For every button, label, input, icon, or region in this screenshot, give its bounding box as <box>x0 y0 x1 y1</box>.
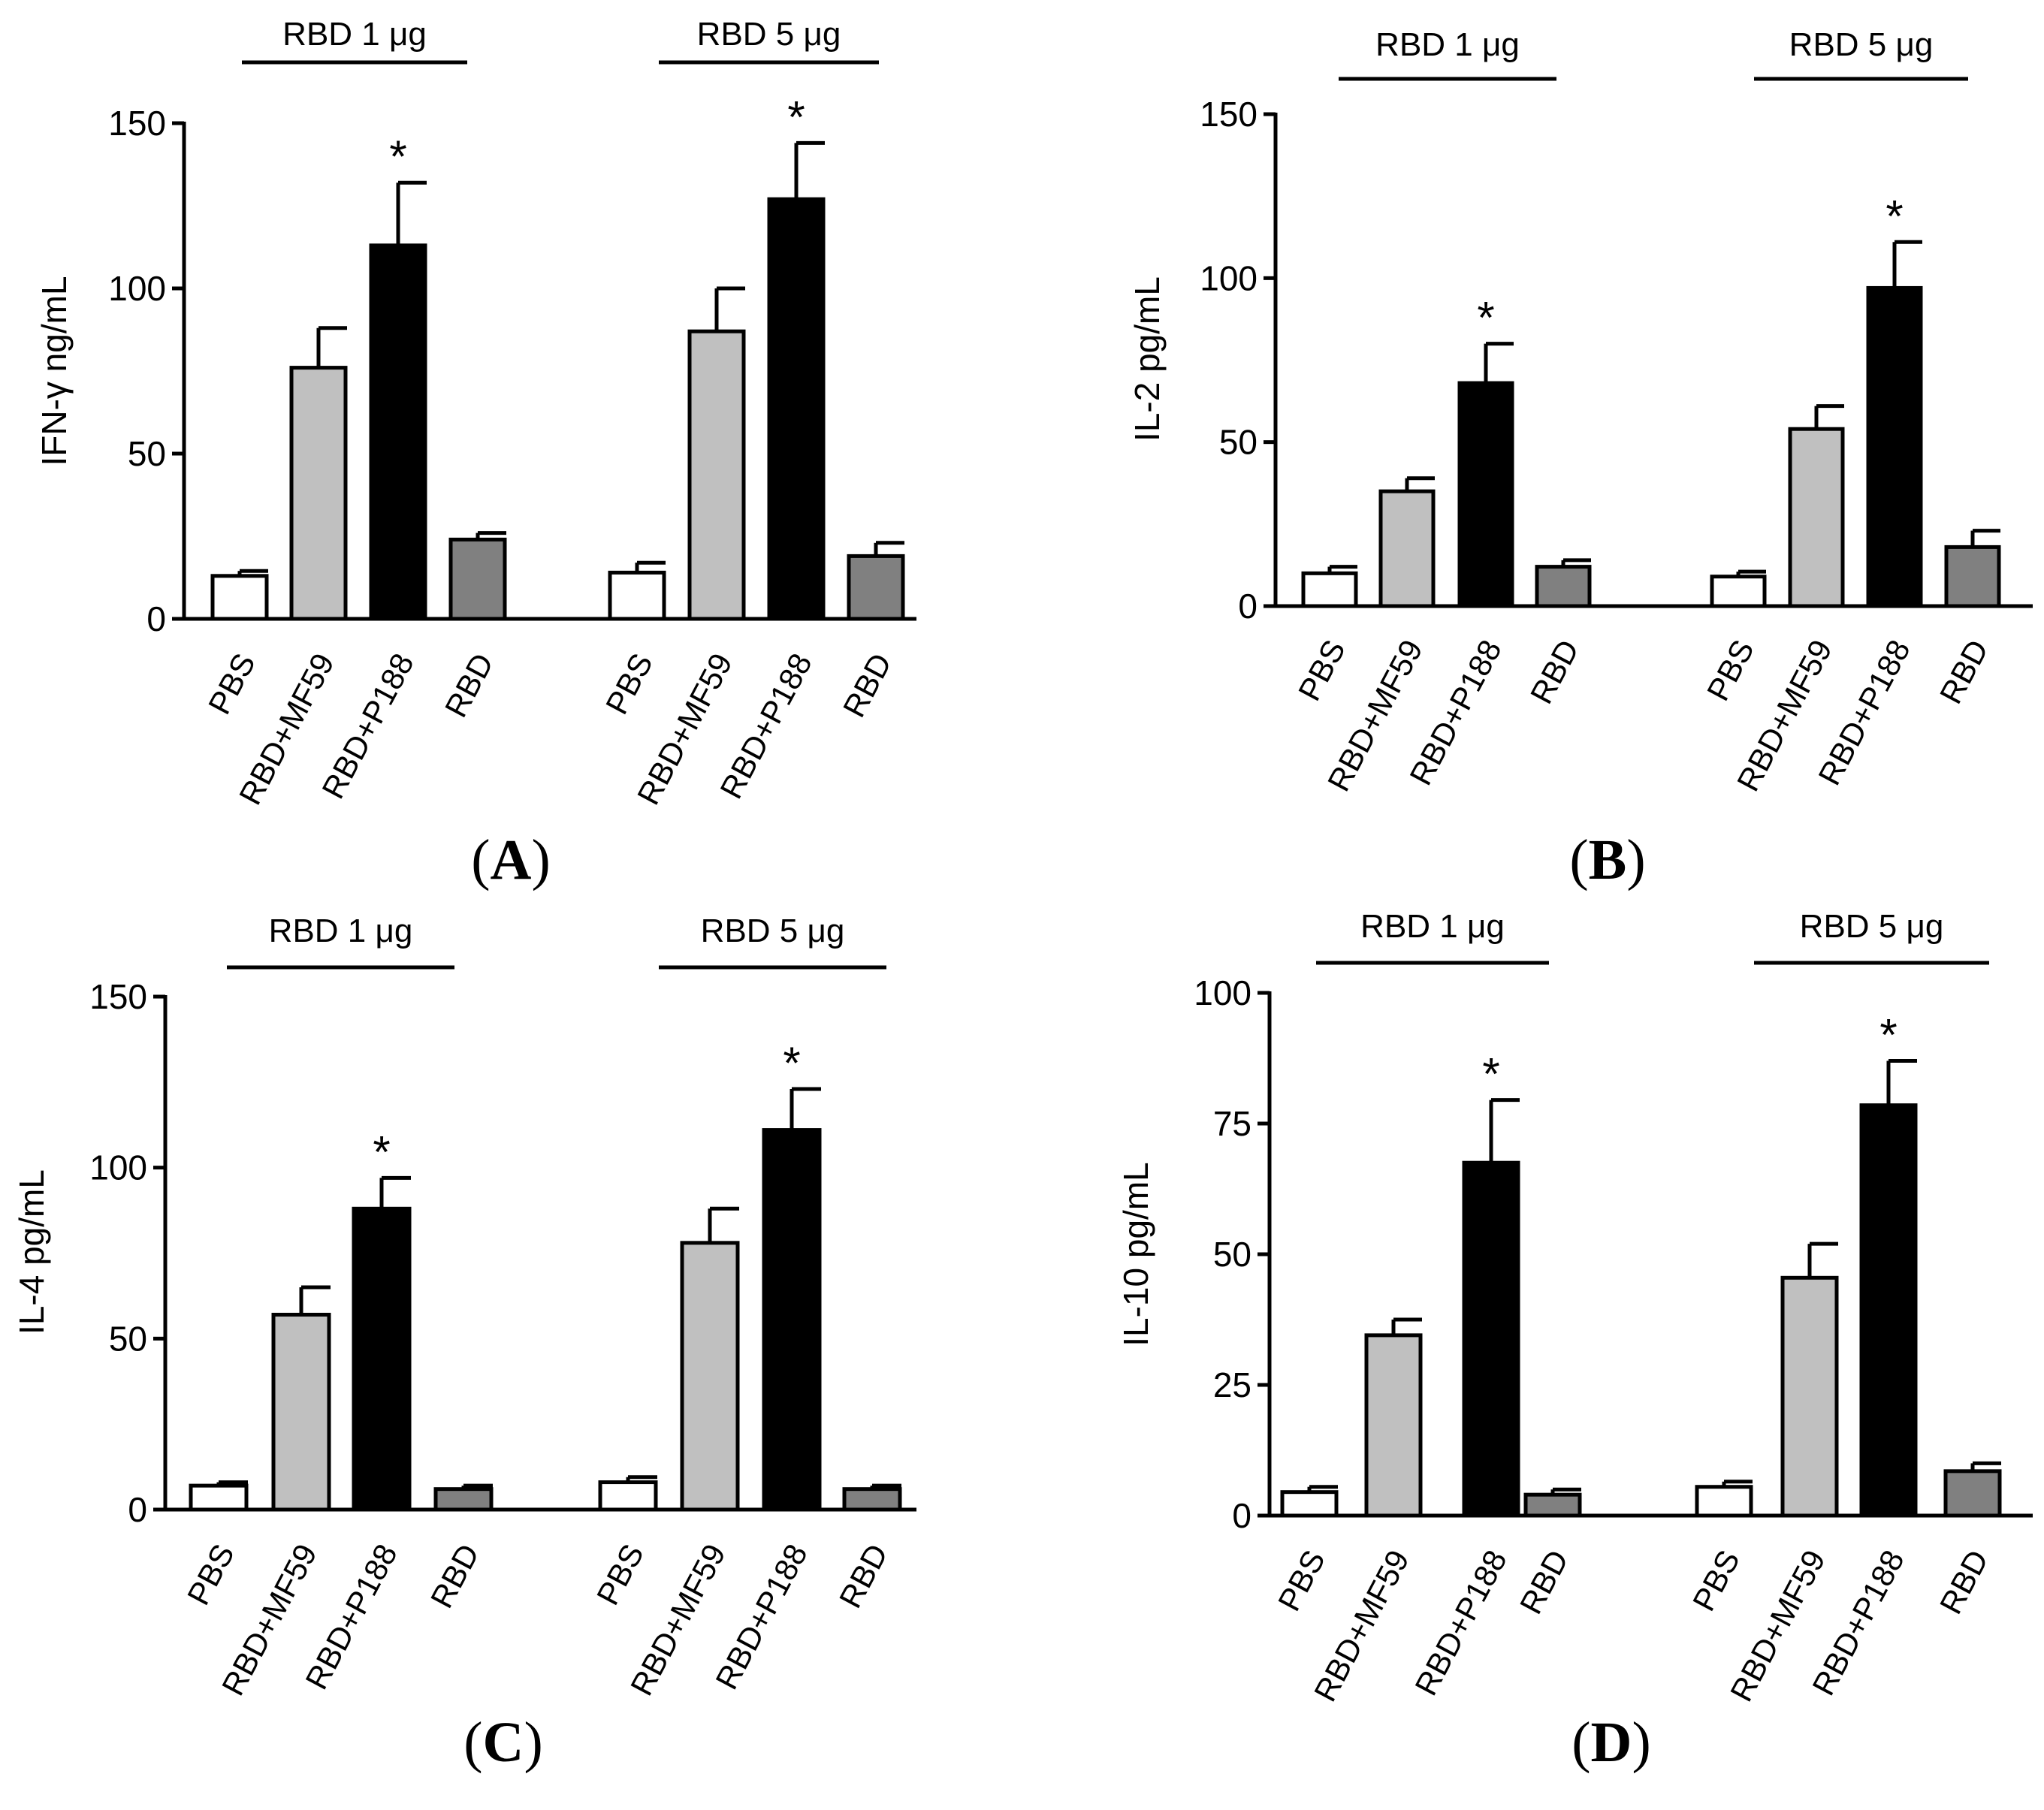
y-tick-label: 50 <box>1213 1235 1251 1274</box>
category-label: PBS <box>590 1538 651 1610</box>
bar <box>687 329 746 621</box>
bar <box>1866 285 1923 608</box>
bar <box>352 1206 412 1512</box>
panel-label: (A) <box>471 828 551 891</box>
bar <box>1780 1275 1839 1518</box>
significance-marker: * <box>783 1038 800 1088</box>
bar <box>1943 1469 2002 1518</box>
bar <box>767 197 826 621</box>
y-axis-label: IL-4 pg/mL <box>12 1169 51 1335</box>
panel-label: (D) <box>1571 1711 1651 1774</box>
y-tick-label: 150 <box>108 104 166 143</box>
bar <box>608 570 666 621</box>
significance-marker: * <box>1885 191 1903 241</box>
bar <box>762 1128 822 1512</box>
group-label: RBD 5 μg <box>697 16 841 53</box>
y-tick-label: 0 <box>1238 587 1257 626</box>
bar <box>680 1241 740 1512</box>
panel-label: (B) <box>1569 828 1645 891</box>
group-label: RBD 5 μg <box>1789 26 1934 63</box>
bar <box>189 1483 249 1512</box>
bar <box>289 366 348 621</box>
y-tick-label: 75 <box>1213 1104 1251 1143</box>
y-tick-label: 100 <box>89 1148 147 1187</box>
significance-marker: * <box>373 1127 390 1177</box>
bar <box>598 1480 658 1512</box>
category-label: PBS <box>201 647 262 719</box>
category-label: PBS <box>180 1538 241 1610</box>
category-label: PBS <box>1271 1544 1332 1616</box>
significance-marker: * <box>1879 1009 1897 1060</box>
y-tick-label: 25 <box>1213 1365 1251 1404</box>
significance-marker: * <box>1482 1049 1499 1100</box>
y-tick-label: 150 <box>89 977 147 1016</box>
bar <box>1944 545 2001 608</box>
category-label: RBD <box>832 1538 895 1613</box>
bar <box>1859 1103 1918 1518</box>
y-axis-label: IFN-γ ng/mL <box>35 276 74 466</box>
panel-label: (C) <box>463 1711 543 1774</box>
group-label: RBD 1 μg <box>282 16 427 53</box>
y-tick-label: 50 <box>128 434 166 473</box>
bar <box>1462 1160 1520 1518</box>
panel-letter: B <box>1589 828 1627 891</box>
y-tick-label: 150 <box>1200 95 1257 134</box>
category-label: PBS <box>1686 1544 1747 1616</box>
bar <box>1280 1490 1339 1518</box>
category-label: RBD <box>438 647 500 722</box>
panel-letter: D <box>1591 1711 1632 1774</box>
bar <box>1457 381 1514 608</box>
category-label: RBD+P188 <box>1408 1544 1514 1701</box>
y-tick-label: 100 <box>1194 973 1251 1012</box>
bar <box>448 537 507 621</box>
y-tick-label: 0 <box>128 1490 147 1529</box>
panel-letter: C <box>483 1711 524 1774</box>
significance-marker: * <box>787 92 805 142</box>
category-label: RBD <box>1933 634 1995 709</box>
y-axis-label: IL-10 pg/mL <box>1116 1162 1155 1346</box>
bar <box>1301 571 1358 608</box>
bar <box>1378 489 1436 608</box>
bar <box>271 1312 331 1512</box>
category-label: RBD <box>1933 1544 1995 1619</box>
y-axis-label: IL-2 pg/mL <box>1128 276 1167 442</box>
category-label: RBD <box>1523 634 1586 709</box>
bar <box>1364 1333 1423 1518</box>
bar <box>369 243 427 621</box>
category-label: PBS <box>1700 634 1761 706</box>
category-label: PBS <box>1291 634 1352 706</box>
category-label: RBD <box>836 647 898 722</box>
group-label: RBD 1 μg <box>1375 26 1520 63</box>
significance-marker: * <box>1477 293 1494 343</box>
category-label: PBS <box>599 647 660 719</box>
bar <box>847 554 905 621</box>
bar <box>1535 565 1592 608</box>
category-label: RBD <box>424 1538 486 1613</box>
category-label: RBD <box>1513 1544 1575 1619</box>
significance-marker: * <box>389 131 406 182</box>
bar <box>1788 427 1845 608</box>
bar <box>1710 575 1767 608</box>
group-label: RBD 1 μg <box>269 913 413 949</box>
bar <box>210 574 269 621</box>
bar <box>1695 1485 1753 1518</box>
y-tick-label: 100 <box>1200 258 1257 297</box>
bar <box>842 1487 902 1512</box>
bar <box>433 1487 494 1512</box>
group-label: RBD 5 μg <box>701 913 845 949</box>
y-tick-label: 100 <box>108 269 166 308</box>
bar <box>1523 1492 1582 1518</box>
y-tick-label: 50 <box>109 1319 147 1358</box>
group-label: RBD 1 μg <box>1360 908 1505 945</box>
panel-letter: A <box>491 828 532 891</box>
group-label: RBD 5 μg <box>1800 908 1944 945</box>
y-tick-label: 0 <box>146 599 166 638</box>
y-tick-label: 50 <box>1219 423 1257 462</box>
y-tick-label: 0 <box>1232 1496 1251 1535</box>
